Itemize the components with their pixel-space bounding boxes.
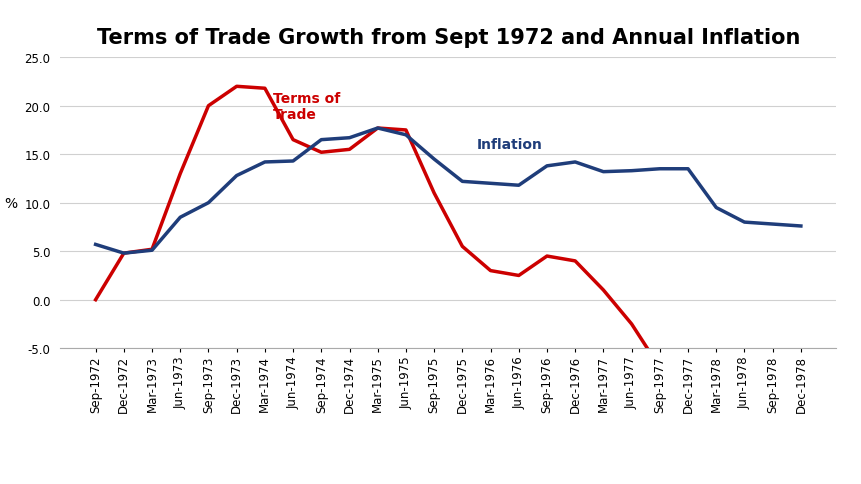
Text: Terms of
Trade: Terms of Trade: [273, 92, 340, 122]
Text: Inflation: Inflation: [476, 137, 542, 151]
Y-axis label: %: %: [4, 197, 17, 210]
Title: Terms of Trade Growth from Sept 1972 and Annual Inflation: Terms of Trade Growth from Sept 1972 and…: [96, 28, 799, 48]
